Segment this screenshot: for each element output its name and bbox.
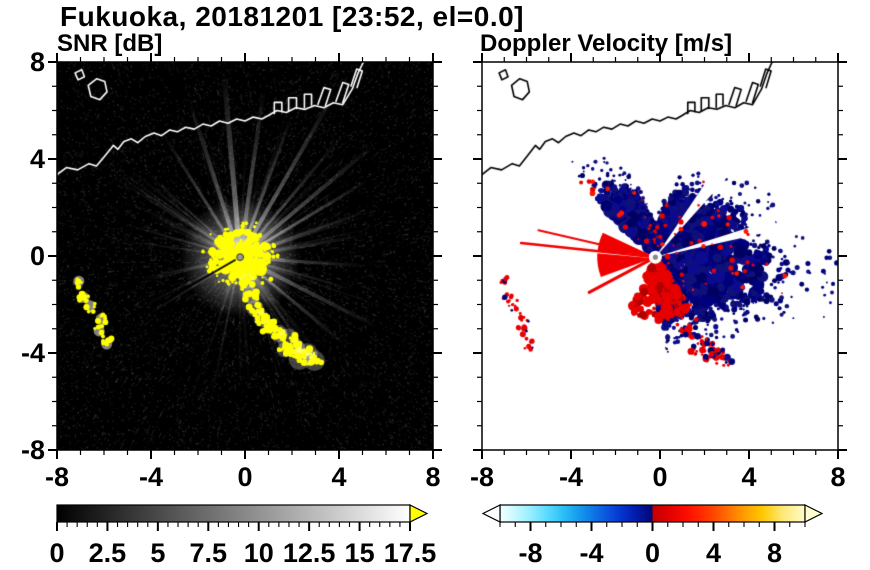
colorbar-under-arrow (481, 504, 501, 523)
y-axis-tick-label: 4 (29, 144, 45, 174)
x-axis-tick-label: 4 (741, 462, 757, 492)
colorbar-over-arrow (409, 504, 429, 523)
x-axis-tick-label: 0 (652, 462, 668, 492)
colorbar-tick-label: 2.5 (89, 538, 127, 568)
doppler-plot-canvas (482, 62, 838, 450)
x-axis-tick-label: 8 (830, 462, 846, 492)
doppler-panel-title: Doppler Velocity [m/s] (480, 30, 733, 57)
colorbar-over-arrow (804, 504, 824, 523)
doppler-colorbar: -8 -4 0 4 8 (481, 504, 824, 568)
colorbar-tick-label: 10 (244, 538, 274, 568)
x-axis-tick-label: 4 (331, 462, 347, 492)
snr-plot-canvas (57, 62, 433, 450)
colorbar-tick-label: -4 (579, 538, 603, 568)
y-axis-tick-label: -4 (20, 338, 45, 368)
y-axis-tick-label: 0 (29, 241, 45, 271)
plot-frame (481, 61, 839, 451)
colorbar-tick-label: 15 (345, 538, 375, 568)
colorbar-tick-label: 8 (767, 538, 782, 568)
x-axis-tick-label: 8 (425, 462, 441, 492)
doppler-axes (473, 53, 847, 459)
snr-colorbar: 0 2.5 5 7.5 10 12.5 15 17.5 (49, 504, 437, 568)
colorbar-tick-label: -8 (518, 538, 542, 568)
colorbar-tick-label: 0 (645, 538, 660, 568)
snr-panel-title: SNR [dB] (57, 30, 163, 57)
y-axis-tick-label: -8 (20, 435, 45, 465)
colorbar-tick-label: 4 (706, 538, 721, 568)
colorbar-tick-label: 12.5 (283, 538, 336, 568)
colorbar-tick-label: 7.5 (190, 538, 228, 568)
x-axis-tick-label: -8 (469, 462, 494, 492)
x-axis-tick-label: -4 (558, 462, 583, 492)
x-axis-tick-label: -8 (44, 462, 69, 492)
colorbar-tick-label: 0 (49, 538, 64, 568)
colorbar-tick-label: 5 (150, 538, 165, 568)
figure-title: Fukuoka, 20181201 [23:52, el=0.0] (60, 1, 524, 32)
doppler-colorbar-gradient (499, 504, 806, 523)
plot-frame (56, 61, 434, 451)
x-axis-tick-label: 0 (237, 462, 253, 492)
y-axis-tick-label: 8 (29, 47, 45, 77)
snr-axes (48, 53, 442, 459)
x-axis-tick-label: -4 (138, 462, 163, 492)
colorbar-tick-label: 17.5 (384, 538, 437, 568)
